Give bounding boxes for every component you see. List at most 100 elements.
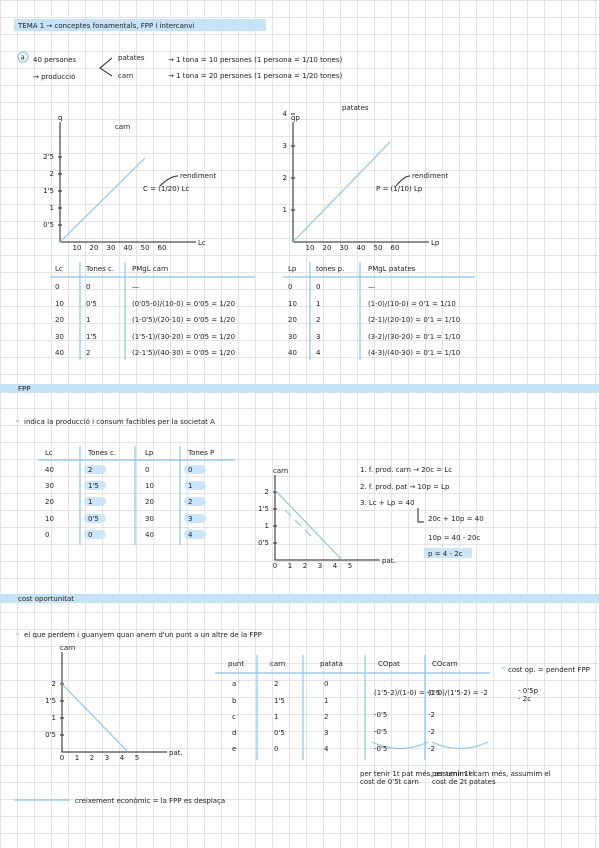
y-tick-label: 4 (283, 110, 288, 118)
note: per tenir 1t carn més, assumim el (432, 770, 551, 778)
bullet-text: indica la producció i consum factibles p… (24, 418, 215, 426)
y-tick-label: 1 (50, 204, 54, 212)
x-tick-label: 20 (323, 244, 332, 252)
table-cell: -0'5 (374, 711, 387, 719)
y-tick-label: 0'5 (45, 731, 56, 739)
y-tick-label: 2'5 (43, 153, 54, 161)
table-cell: -2 (428, 711, 435, 719)
y-tick-label: 0'5 (258, 539, 269, 547)
highlight (84, 530, 106, 539)
table-header: Tones c. (87, 449, 116, 457)
x-tick-label: 50 (141, 244, 150, 252)
table-cell: 20 (55, 316, 64, 324)
y-tick-label: 3 (283, 142, 287, 150)
table-cell: 2 (86, 349, 90, 357)
table-cell: 1 (86, 316, 90, 324)
y-tick-label: 2 (50, 170, 54, 178)
table-cell: 3 (324, 729, 328, 737)
x-tick-label: 4 (120, 754, 125, 762)
table-cell: d (232, 729, 236, 737)
y-tick-label: 1 (283, 206, 287, 214)
table-cell: -0'5 (374, 728, 387, 736)
graph-title: carn (115, 123, 130, 131)
side-note: cost op. = pendent FPP (508, 666, 590, 674)
table-cell: (1-0)/(1'5-2) = -2 (428, 689, 488, 697)
highlight (184, 530, 206, 539)
y-tick-label: 1'5 (45, 697, 56, 705)
x-tick-label: 40 (124, 244, 133, 252)
axis-label: Lp (431, 239, 440, 247)
equation: 2. f. prod. pat → 10p = Lp (360, 483, 450, 491)
x-tick-label: 60 (391, 244, 400, 252)
axis-label: q (58, 114, 62, 122)
table-cell: — (132, 283, 139, 291)
table-header: PMgL carn (132, 265, 168, 273)
annotation: rendiment (412, 172, 448, 180)
table-cell: 0 (188, 466, 192, 474)
bullet-text: el que perdem i guanyem quan anem d'un p… (24, 631, 262, 639)
table-cell: 10 (55, 300, 64, 308)
y-tick-label: 0'5 (43, 221, 54, 229)
table-cell: 2 (88, 466, 92, 474)
marker: a (21, 54, 25, 62)
table-rule (283, 262, 475, 360)
axis-label: pat. (169, 749, 183, 757)
title-highlight (14, 19, 266, 31)
table-header: COpat (378, 660, 400, 668)
x-tick-label: 10 (73, 244, 82, 252)
table-header: Lp (288, 265, 297, 273)
table-cell: (1'5-1)/(30-20) = 0'05 = 1/20 (132, 333, 235, 341)
brace (371, 741, 489, 750)
table-cell: (1'5-2)/(1-0) = -0'5 (374, 689, 440, 697)
axis-label: qp (291, 114, 300, 122)
footer-text: creixement econòmic = la FPP es desplaça (75, 797, 225, 805)
table-header: carn (270, 660, 285, 668)
table-cell: 4 (188, 531, 193, 539)
table-cell: 1'5 (274, 697, 285, 705)
side-note: - 2c (518, 695, 531, 703)
x-tick-label: 30 (340, 244, 349, 252)
table-cell: a (232, 680, 236, 688)
table-cell: c (232, 713, 236, 721)
highlight (424, 548, 472, 558)
table-cell: e (232, 745, 236, 753)
table-cell: 40 (288, 349, 297, 357)
table-cell: — (368, 283, 375, 291)
highlight (184, 514, 206, 523)
axis-label: Lc (198, 239, 206, 247)
table-cell: -2 (428, 745, 435, 753)
table-cell: (1-0'5)/(20-10) = 0'05 = 1/20 (132, 316, 235, 324)
table-rule (38, 446, 235, 545)
axis-label: pat. (382, 557, 396, 565)
table-cell: 0 (45, 531, 49, 539)
equation: 3. Lc + Lp = 40 (360, 499, 415, 507)
equation: 10p = 40 - 20c (428, 534, 480, 542)
highlight (184, 465, 206, 474)
x-tick-label: 5 (348, 562, 352, 570)
axis-label: carn (273, 467, 288, 475)
table-cell: 0 (324, 680, 328, 688)
table-cell: 0 (274, 745, 278, 753)
table-cell: 0 (86, 283, 90, 291)
table-cell: 1'5 (86, 333, 97, 341)
table-cell: 1 (324, 697, 328, 705)
table-header: Lp (145, 449, 154, 457)
table-cell: 30 (288, 333, 297, 341)
x-tick-label: 4 (333, 562, 338, 570)
table-cell: 1 (188, 482, 192, 490)
x-tick-label: 20 (90, 244, 99, 252)
equation: 1. f. prod. carn → 20c = Lc (360, 466, 452, 474)
hatch (284, 509, 312, 537)
table-cell: 30 (55, 333, 64, 341)
table-cell: 1'5 (88, 482, 99, 490)
table-cell: 0 (55, 283, 59, 291)
table-cell: 30 (145, 515, 154, 523)
table-cell: 0 (316, 283, 320, 291)
note: per tenir 1t pat més, assumim el (360, 770, 475, 778)
section-bar (0, 594, 599, 603)
table-cell: 2 (324, 713, 328, 721)
table-cell: 0'5 (86, 300, 97, 308)
line (59, 157, 146, 243)
table-cell: (4-3)/(40-30) = 0'1 = 1/10 (368, 349, 460, 357)
